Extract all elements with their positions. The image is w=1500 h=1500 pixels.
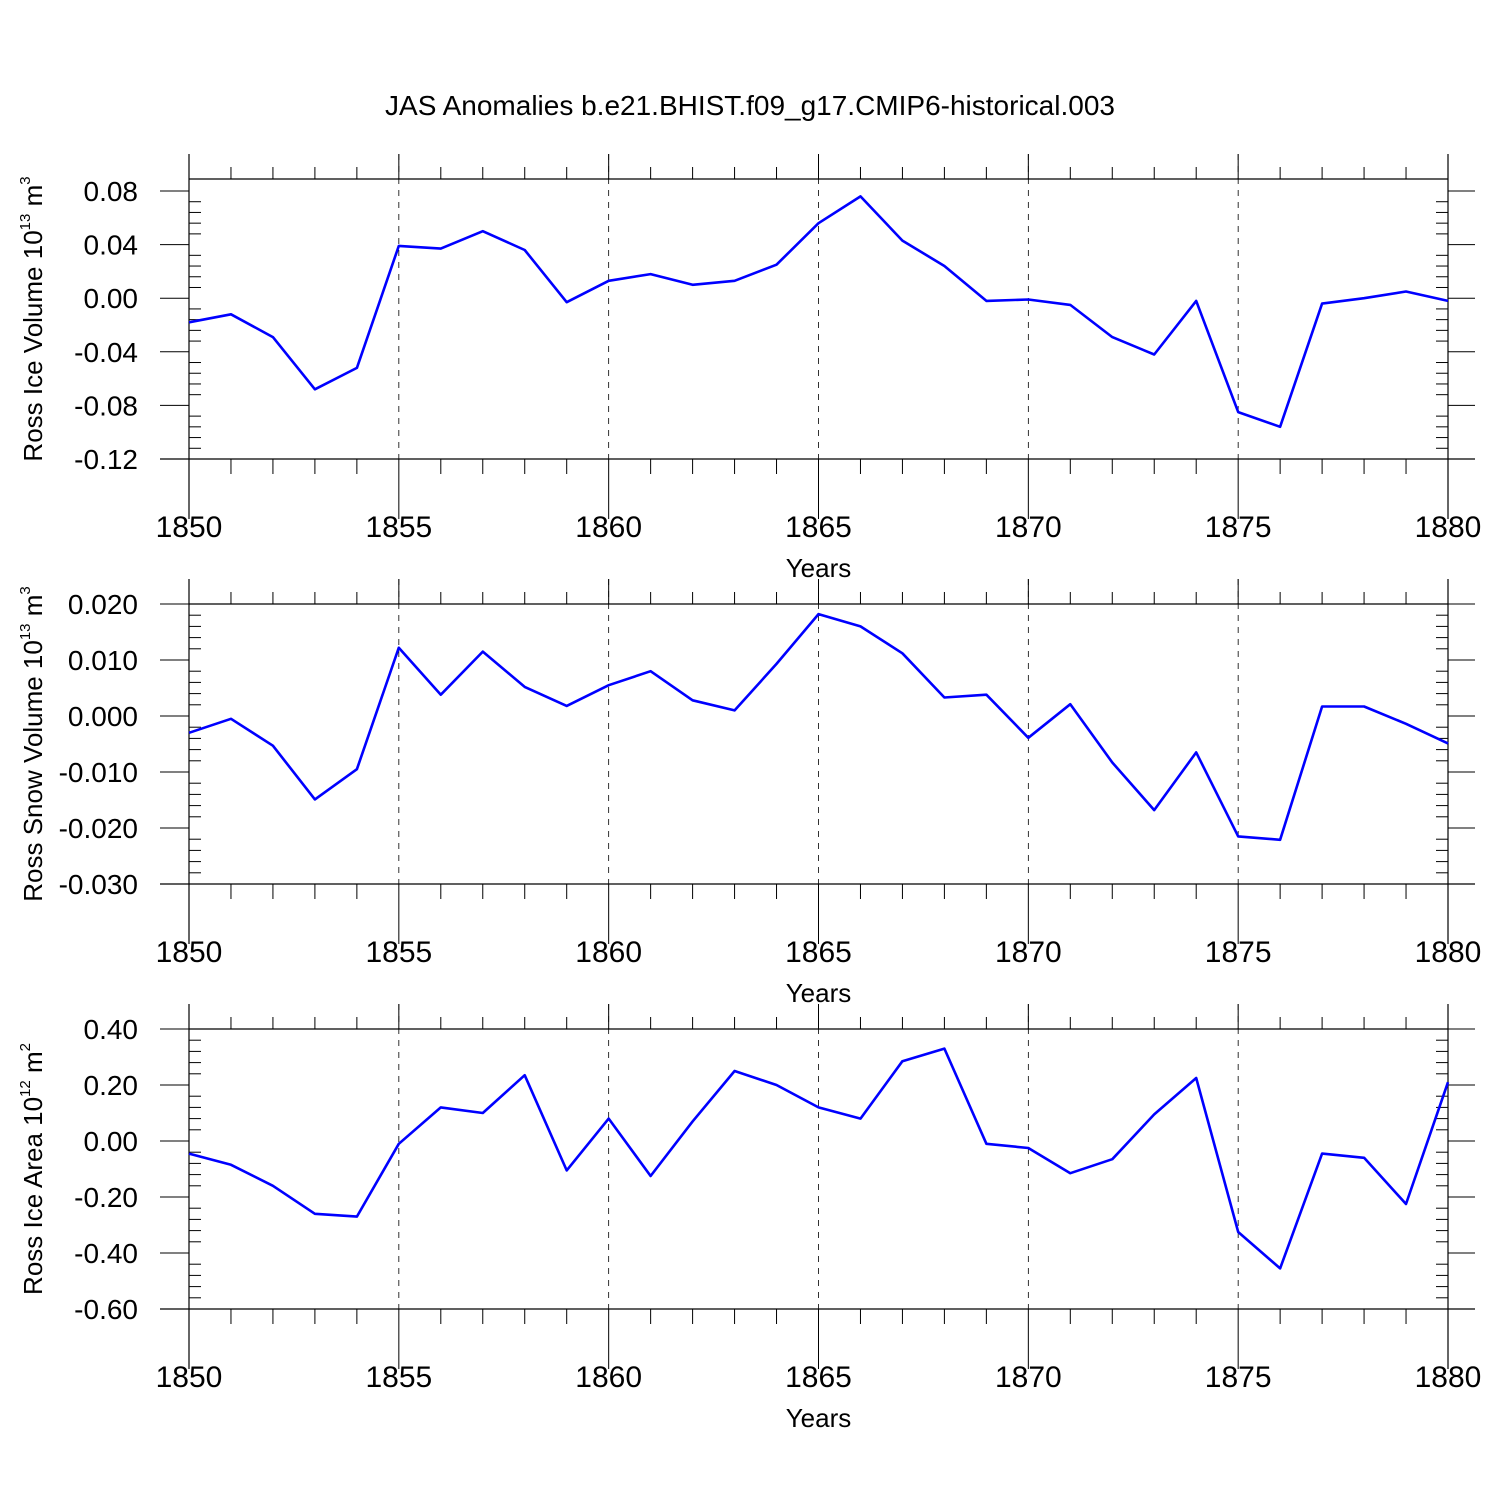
y-tick-label: 0.000	[68, 701, 138, 732]
x-tick-label: 1850	[156, 1361, 223, 1394]
x-tick-label: 1850	[156, 511, 223, 544]
y-tick-label: 0.010	[68, 645, 138, 676]
x-tick-label: 1865	[785, 511, 852, 544]
x-tick-label: 1855	[365, 1361, 432, 1394]
y-tick-label: -0.12	[74, 444, 138, 475]
panel-3: -0.60 -0.40 -0.20 0.00 0.20 0.40 1850 1855 1860 1…	[17, 1004, 1481, 1433]
x-tick-label: 1875	[1205, 936, 1272, 969]
series-line	[188, 612, 1449, 842]
y-tick-label: 0.00	[84, 1126, 139, 1157]
x-tick-label: 1855	[365, 936, 432, 969]
x-tick-label: 1860	[575, 936, 642, 969]
y-tick-label: 0.40	[84, 1014, 139, 1045]
y-tick-label: 0.00	[84, 283, 139, 314]
panel-2: -0.030 -0.020 -0.010 0.000 0.010 0.020 1850 185…	[17, 579, 1481, 1008]
x-axis-label: Years	[786, 553, 852, 583]
y-tick-label: -0.40	[74, 1238, 138, 1269]
y-axis-label: Ross Ice Area 1012 m2	[17, 1043, 48, 1295]
x-tick-label: 1860	[575, 511, 642, 544]
x-tick-label: 1850	[156, 936, 223, 969]
x-tick-label: 1870	[995, 936, 1062, 969]
y-tick-label: -0.020	[59, 813, 138, 844]
y-tick-label: -0.04	[74, 337, 138, 368]
x-tick-label: 1855	[365, 511, 432, 544]
x-tick-label: 1865	[785, 1361, 852, 1394]
y-tick-label: 0.20	[84, 1070, 139, 1101]
panels: -0.12 -0.08 -0.04 0.00 0.04 0.08 1850 1855 1860 1…	[17, 154, 1481, 1433]
x-axis-label: Years	[786, 978, 852, 1008]
x-tick-label: 1860	[575, 1361, 642, 1394]
y-tick-label: -0.60	[74, 1294, 138, 1325]
x-tick-label: 1875	[1205, 511, 1272, 544]
y-tick-label: -0.20	[74, 1182, 138, 1213]
x-tick-label: 1880	[1415, 511, 1482, 544]
y-axis-label: Ross Ice Volume 1013 m3	[17, 176, 48, 461]
x-tick-label: 1870	[995, 1361, 1062, 1394]
series-line	[188, 195, 1449, 429]
chart-title: JAS Anomalies b.e21.BHIST.f09_g17.CMIP6-…	[385, 90, 1115, 121]
x-tick-label: 1880	[1415, 936, 1482, 969]
y-tick-label: -0.010	[59, 757, 138, 788]
y-tick-label: -0.030	[59, 869, 138, 900]
y-tick-label: -0.08	[74, 390, 138, 421]
x-tick-label: 1875	[1205, 1361, 1272, 1394]
x-tick-label: 1865	[785, 936, 852, 969]
y-tick-label: 0.020	[68, 589, 138, 620]
x-axis-label: Years	[786, 1403, 852, 1433]
y-tick-label: 0.04	[84, 230, 139, 261]
y-axis-label: Ross Snow Volume 1013 m3	[17, 586, 48, 902]
panel-1: -0.12 -0.08 -0.04 0.00 0.04 0.08 1850 1855 1860 1…	[17, 154, 1481, 583]
x-tick-label: 1880	[1415, 1361, 1482, 1394]
y-tick-label: 0.08	[84, 176, 139, 207]
x-tick-label: 1870	[995, 511, 1062, 544]
